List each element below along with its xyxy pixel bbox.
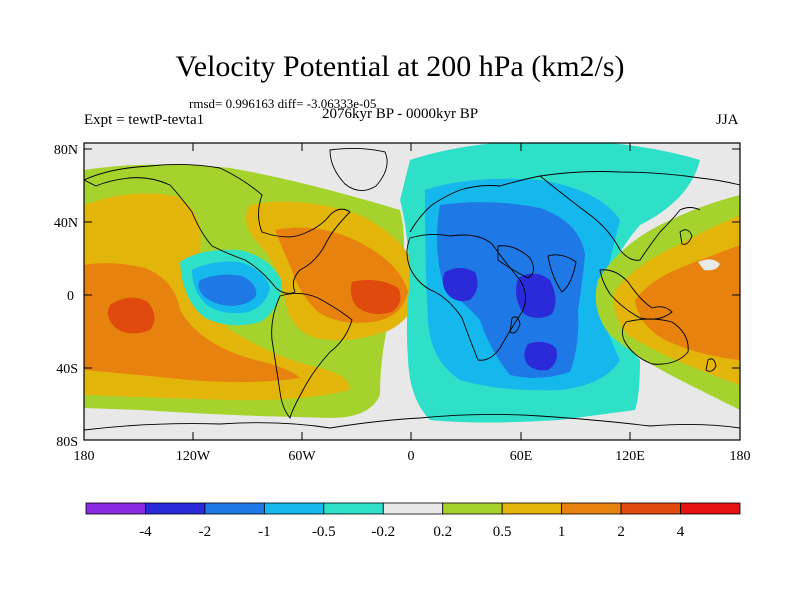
coast-antarctica <box>84 413 740 431</box>
colorbar-box <box>85 502 146 515</box>
lon-label-120e: 120E <box>615 449 645 464</box>
lat-label-40s: 40S <box>56 362 78 377</box>
pacific-positive-2 <box>108 297 155 334</box>
colorbar-box <box>263 502 325 515</box>
lat-label-80n: 80N <box>54 143 78 158</box>
africa-negative-2c <box>524 341 557 371</box>
colorbar-label: -2 <box>199 524 212 540</box>
lon-label-120w: 120W <box>176 449 211 464</box>
coast-australia <box>621 318 689 365</box>
africa-negative-1 <box>436 202 585 378</box>
colorbar-box <box>680 502 741 515</box>
coast-arabia <box>497 245 534 279</box>
colorbar-label: 2 <box>617 524 625 540</box>
colorbar-label: 1 <box>558 524 566 540</box>
coast-madagascar <box>509 316 521 334</box>
colorbar-label: -0.2 <box>371 524 395 540</box>
colorbar-box <box>501 502 563 515</box>
coast-india <box>547 254 577 293</box>
lon-ticks <box>192 143 631 440</box>
period-label: 2076kyr BP - 0000kyr BP <box>322 106 479 122</box>
lon-label-180w: 180 <box>74 449 95 464</box>
pacific-positive-1 <box>84 263 300 383</box>
lon-label-60w: 60W <box>288 449 316 464</box>
colorbar-label: 4 <box>677 524 685 540</box>
season-label: JJA <box>716 112 739 128</box>
colorbar-box <box>620 502 681 515</box>
colorbar-box <box>382 502 444 515</box>
colorbar-box <box>442 502 503 515</box>
colorbar-label: -4 <box>139 524 152 540</box>
lon-label-60e: 60E <box>510 449 533 464</box>
americas-negative-1 <box>198 274 257 306</box>
colorbar-label: -0.5 <box>312 524 336 540</box>
coast-asia <box>539 175 701 261</box>
colorbar-box <box>145 502 206 515</box>
colorbar <box>85 502 741 515</box>
figure-title: Velocity Potential at 200 hPa (km2/s) <box>175 50 625 83</box>
coast-africa <box>406 233 526 361</box>
lat-label-0: 0 <box>67 289 74 304</box>
lat-ticks <box>84 148 740 441</box>
experiment-label: Expt = tewtP-tevta1 <box>84 112 205 128</box>
africa-negative-2b <box>516 273 556 318</box>
colorbar-box <box>561 502 622 515</box>
colorbar-box <box>323 502 384 515</box>
coast-europe <box>409 171 740 233</box>
lat-label-40n: 40N <box>54 216 78 231</box>
colorbar-label: 0.2 <box>433 524 452 540</box>
coast-south-america <box>271 293 353 419</box>
atlantic-positive-2 <box>350 280 401 314</box>
lat-label-80s: 80S <box>56 435 78 450</box>
coast-japan <box>679 229 693 245</box>
coast-north-america <box>84 163 351 294</box>
colorbar-label: 0.5 <box>493 524 512 540</box>
colorbar-label: -1 <box>258 524 271 540</box>
coastlines <box>84 147 740 431</box>
lon-label-0: 0 <box>408 449 415 464</box>
lon-label-180e: 180 <box>730 449 751 464</box>
africa-negative-2a <box>442 268 478 301</box>
colorbar-labels: -4 -2 -1 -0.5 -0.2 0.2 0.5 1 2 4 <box>139 524 685 540</box>
coast-southeast-asia <box>599 269 673 320</box>
stats-text: rmsd= 0.996163 diff= -3.06333e-05 <box>189 96 377 111</box>
coast-new-zealand <box>705 358 717 372</box>
westpacific-positive-1 <box>635 245 740 360</box>
map-frame <box>83 142 741 441</box>
westpacific-small-gap <box>698 259 720 271</box>
colorbar-box <box>204 502 265 515</box>
coast-greenland <box>329 147 388 191</box>
